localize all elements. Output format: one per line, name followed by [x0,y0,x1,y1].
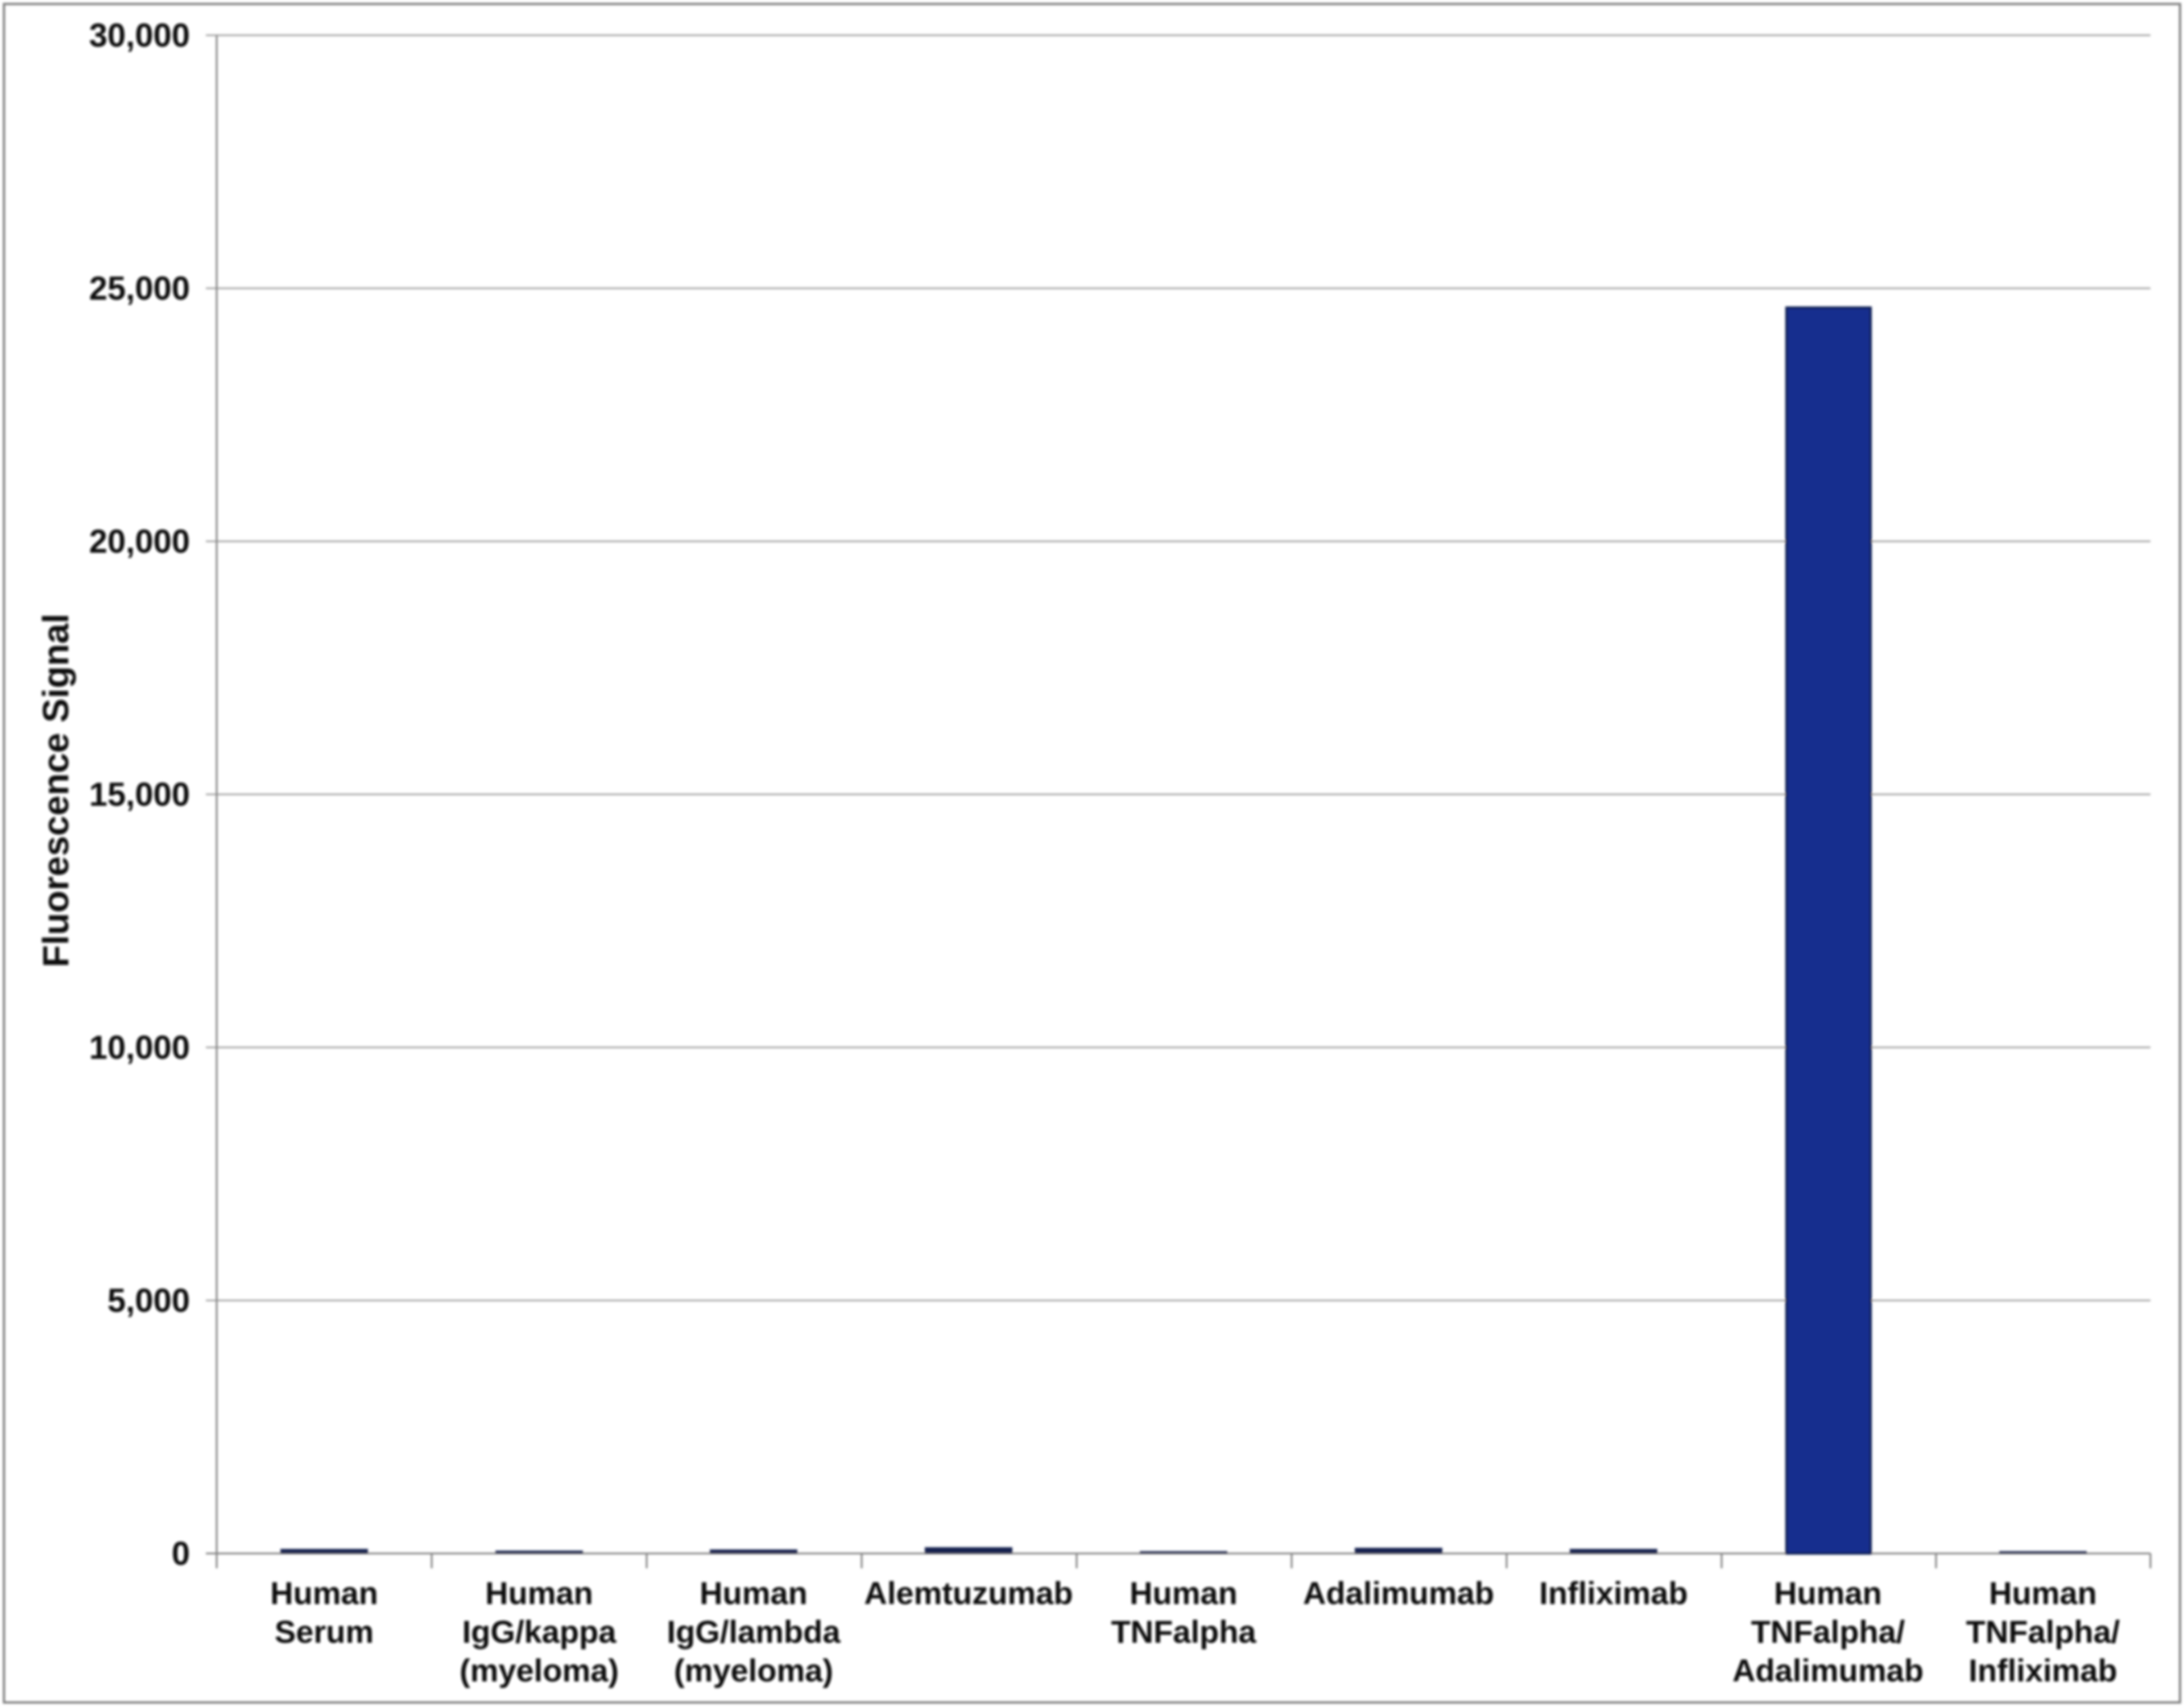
svg-text:Human: Human [1774,1575,1882,1611]
svg-text:Infliximab: Infliximab [1968,1652,2117,1688]
svg-text:IgG/lambda: IgG/lambda [667,1614,841,1650]
svg-text:0: 0 [172,1535,190,1572]
svg-text:IgG/kappa: IgG/kappa [462,1614,617,1650]
svg-text:Serum: Serum [275,1614,374,1650]
svg-text:Alemtuzumab: Alemtuzumab [864,1575,1073,1611]
svg-text:5,000: 5,000 [107,1282,190,1319]
svg-text:(myeloma): (myeloma) [460,1652,619,1688]
svg-text:30,000: 30,000 [89,17,190,54]
svg-text:Adalimumab: Adalimumab [1303,1575,1494,1611]
svg-text:Fluorescence Signal: Fluorescence Signal [35,614,76,967]
svg-text:25,000: 25,000 [89,270,190,307]
svg-text:(myeloma): (myeloma) [674,1652,833,1688]
svg-text:Human: Human [700,1575,808,1611]
svg-text:Adalimumab: Adalimumab [1732,1652,1924,1688]
svg-text:Human: Human [485,1575,593,1611]
svg-text:15,000: 15,000 [89,776,190,813]
svg-text:TNFalpha/: TNFalpha/ [1966,1614,2120,1650]
svg-text:Human: Human [1130,1575,1238,1611]
svg-text:10,000: 10,000 [89,1029,190,1066]
svg-text:Human: Human [270,1575,378,1611]
svg-text:TNFalpha: TNFalpha [1111,1614,1256,1650]
svg-text:TNFalpha/: TNFalpha/ [1751,1614,1905,1650]
svg-text:20,000: 20,000 [89,523,190,560]
svg-text:Infliximab: Infliximab [1539,1575,1687,1611]
svg-text:Human: Human [1989,1575,2097,1611]
